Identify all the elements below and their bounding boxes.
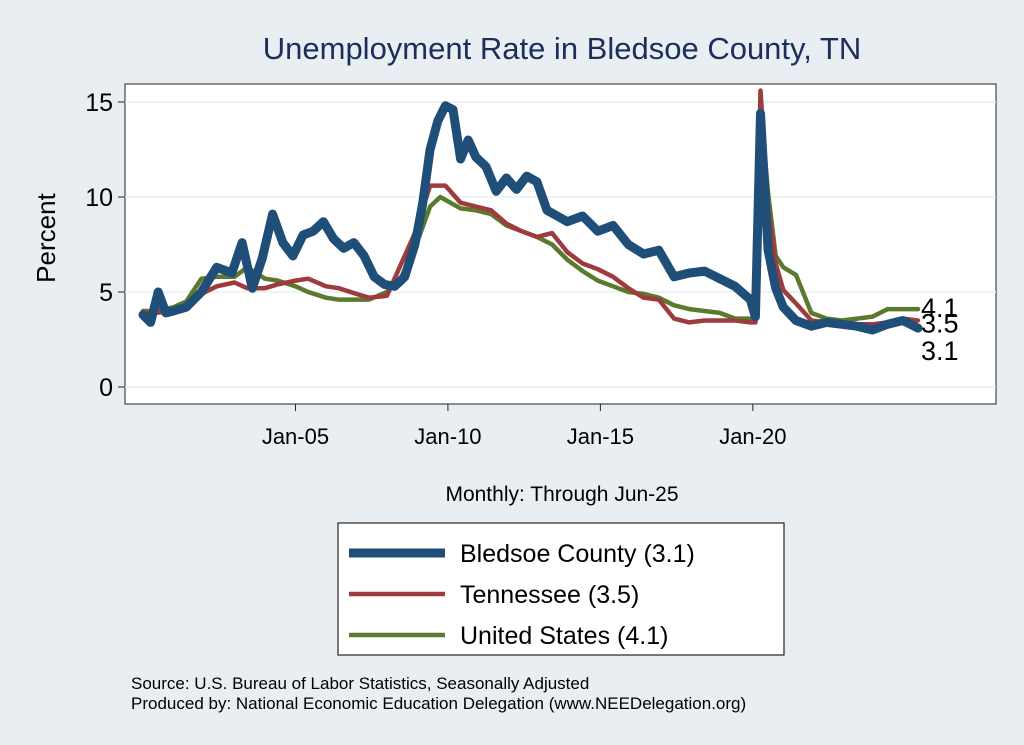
- legend-label: Tennessee (3.5): [460, 581, 639, 609]
- series-lines: [138, 88, 923, 335]
- series-line-bledsoe-county: [138, 101, 923, 335]
- legend-label: United States (4.1): [460, 622, 668, 650]
- y-tick-label: 15: [85, 89, 113, 117]
- y-axis-label: Percent: [31, 192, 61, 282]
- y-tick-label: 0: [99, 374, 113, 402]
- produced-by-note: Produced by: National Economic Education…: [131, 694, 746, 713]
- end-label-tennessee: 3.5: [921, 309, 959, 339]
- chart-title: Unemployment Rate in Bledsoe County, TN: [263, 31, 861, 66]
- series-line-united-states: [140, 103, 921, 323]
- y-tick-label: 5: [99, 279, 113, 307]
- end-labels: 3.13.54.1: [921, 293, 959, 366]
- grid: [125, 101, 996, 388]
- axes: 0 5 10 15 Jan-05 Jan-10 Jan-15 Jan-20: [85, 89, 786, 449]
- x-axis-label: Monthly: Through Jun-25: [445, 483, 678, 506]
- x-tick-label: Jan-05: [262, 424, 329, 449]
- end-label-united-states: 4.1: [921, 293, 959, 323]
- end-label-bledsoe-county: 3.1: [921, 336, 959, 366]
- x-tick-label: Jan-10: [414, 424, 481, 449]
- x-tick-label: Jan-15: [567, 424, 634, 449]
- source-note: Source: U.S. Bureau of Labor Statistics,…: [131, 674, 589, 693]
- series-line-tennessee: [140, 88, 921, 327]
- x-tick-label: Jan-20: [719, 424, 786, 449]
- y-tick-label: 10: [85, 184, 113, 212]
- legend-label: Bledsoe County (3.1): [460, 540, 695, 568]
- legend: Bledsoe County (3.1) Tennessee (3.5) Unite…: [349, 540, 695, 650]
